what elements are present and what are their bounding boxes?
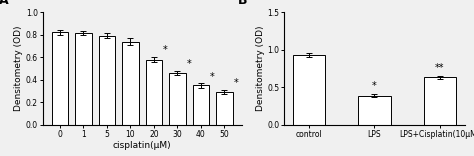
Bar [193,85,209,125]
Bar [75,33,91,125]
Text: B: B [237,0,247,7]
Text: A: A [0,0,9,7]
Bar [292,55,325,125]
X-axis label: cisplatin(μM): cisplatin(μM) [113,141,172,150]
Bar [424,77,456,125]
Y-axis label: Densitometry (OD): Densitometry (OD) [14,26,23,111]
Bar [216,92,233,125]
Text: *: * [372,81,377,91]
Bar [169,73,186,125]
Text: *: * [163,45,168,55]
Bar [52,32,68,125]
Text: *: * [210,72,215,82]
Text: **: ** [435,63,445,73]
Bar [358,96,391,125]
Text: *: * [186,59,191,69]
Bar [146,60,162,125]
Bar [99,36,115,125]
Y-axis label: Densitometry (OD): Densitometry (OD) [255,26,264,111]
Text: *: * [233,78,238,88]
Bar [122,42,139,125]
